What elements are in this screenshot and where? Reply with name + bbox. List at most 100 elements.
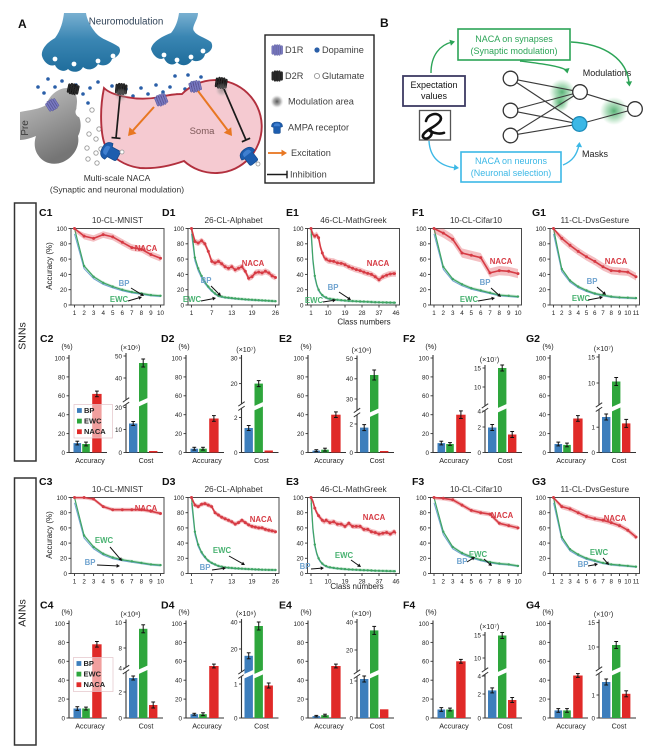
svg-text:9: 9	[149, 579, 153, 586]
svg-text:Masks: Masks	[582, 149, 609, 159]
svg-text:60: 60	[58, 393, 66, 400]
svg-text:80: 80	[296, 510, 304, 517]
svg-text:0: 0	[425, 450, 429, 457]
svg-text:10: 10	[115, 620, 123, 627]
svg-text:D2: D2	[161, 333, 175, 345]
svg-text:7: 7	[130, 310, 134, 317]
svg-text:40: 40	[419, 541, 427, 548]
svg-text:Modulations: Modulations	[583, 68, 632, 78]
svg-text:D3: D3	[162, 476, 176, 488]
svg-text:1: 1	[591, 692, 595, 699]
svg-text:EWC: EWC	[84, 670, 102, 679]
svg-text:Cost: Cost	[498, 722, 513, 731]
svg-text:20: 20	[58, 697, 66, 704]
svg-text:8: 8	[609, 579, 613, 586]
svg-text:BP: BP	[457, 557, 468, 566]
svg-text:4: 4	[576, 579, 580, 586]
svg-text:(×10⁷): (×10⁷)	[236, 345, 256, 354]
svg-text:Soma: Soma	[190, 126, 216, 137]
svg-text:80: 80	[60, 241, 68, 248]
svg-text:G1: G1	[532, 207, 546, 219]
svg-text:E2: E2	[279, 333, 292, 345]
svg-text:1: 1	[591, 425, 595, 432]
svg-text:80: 80	[539, 640, 547, 647]
svg-text:40: 40	[60, 272, 68, 279]
svg-text:0: 0	[591, 715, 595, 722]
svg-text:(×10⁸): (×10⁸)	[351, 609, 371, 618]
svg-text:46: 46	[392, 579, 400, 586]
svg-text:0: 0	[542, 302, 546, 309]
svg-text:NACA: NACA	[363, 513, 386, 522]
svg-text:100: 100	[173, 226, 184, 233]
svg-text:1: 1	[309, 310, 313, 317]
svg-text:EWC: EWC	[305, 296, 324, 305]
svg-text:Class numbers: Class numbers	[337, 318, 390, 327]
svg-text:100: 100	[293, 226, 304, 233]
svg-text:20: 20	[539, 697, 547, 704]
svg-text:60: 60	[177, 525, 185, 532]
svg-text:5: 5	[111, 310, 115, 317]
svg-text:EWC: EWC	[469, 550, 488, 559]
svg-text:37: 37	[375, 579, 383, 586]
svg-text:26: 26	[272, 579, 280, 586]
svg-text:80: 80	[419, 241, 427, 248]
svg-text:60: 60	[419, 525, 427, 532]
svg-text:NACA: NACA	[84, 427, 106, 436]
svg-text:20: 20	[175, 697, 183, 704]
svg-text:40: 40	[58, 412, 66, 419]
svg-text:40: 40	[60, 541, 68, 548]
svg-text:Multi-scale NACA: Multi-scale NACA	[84, 173, 151, 183]
svg-text:NACA: NACA	[242, 259, 265, 268]
svg-text:0: 0	[118, 450, 122, 457]
svg-text:40: 40	[539, 541, 547, 548]
svg-text:8: 8	[498, 579, 502, 586]
svg-text:100: 100	[293, 355, 304, 362]
svg-text:Accuracy: Accuracy	[192, 722, 222, 731]
svg-text:E1: E1	[286, 207, 299, 219]
svg-text:8: 8	[498, 310, 502, 317]
svg-text:46-CL-MathGreek: 46-CL-MathGreek	[320, 215, 387, 225]
svg-text:BP: BP	[200, 563, 211, 572]
svg-text:Inhibition: Inhibition	[290, 170, 327, 180]
svg-text:100: 100	[418, 621, 429, 628]
svg-text:G4: G4	[526, 600, 540, 612]
svg-text:20: 20	[60, 287, 68, 294]
svg-text:NACA: NACA	[135, 504, 158, 513]
svg-text:80: 80	[177, 510, 185, 517]
svg-text:Accuracy: Accuracy	[439, 722, 469, 731]
svg-text:10: 10	[514, 310, 522, 317]
svg-text:3: 3	[92, 579, 96, 586]
svg-text:Dopamine: Dopamine	[322, 45, 364, 55]
svg-text:(%): (%)	[425, 342, 436, 351]
svg-text:60: 60	[60, 257, 68, 264]
svg-text:D2R: D2R	[285, 71, 304, 81]
svg-text:Cost: Cost	[370, 456, 385, 465]
svg-text:6: 6	[479, 310, 483, 317]
svg-text:20: 20	[230, 381, 238, 388]
svg-text:9: 9	[149, 310, 153, 317]
svg-text:F2: F2	[403, 333, 415, 345]
svg-text:(%): (%)	[178, 342, 189, 351]
svg-text:60: 60	[58, 659, 66, 666]
svg-text:NACA: NACA	[604, 514, 627, 523]
svg-text:10-CL-Cifar10: 10-CL-Cifar10	[450, 484, 502, 494]
svg-text:Accuracy: Accuracy	[314, 722, 344, 731]
svg-text:2: 2	[442, 579, 446, 586]
svg-text:40: 40	[58, 678, 66, 685]
svg-text:60: 60	[60, 525, 68, 532]
svg-text:0: 0	[423, 302, 427, 309]
svg-text:BP: BP	[201, 276, 212, 285]
svg-text:0: 0	[349, 715, 353, 722]
svg-text:100: 100	[535, 355, 546, 362]
svg-text:10: 10	[474, 384, 482, 391]
svg-text:A: A	[18, 17, 27, 31]
svg-text:Excitation: Excitation	[291, 148, 331, 158]
svg-text:(×10⁷): (×10⁷)	[480, 622, 500, 631]
svg-text:Cost: Cost	[370, 722, 385, 731]
svg-text:80: 80	[297, 374, 305, 381]
svg-text:1: 1	[73, 579, 77, 586]
svg-text:19: 19	[248, 310, 256, 317]
svg-text:(×10⁷): (×10⁷)	[594, 610, 614, 619]
svg-text:4: 4	[118, 665, 122, 672]
svg-text:80: 80	[58, 374, 66, 381]
